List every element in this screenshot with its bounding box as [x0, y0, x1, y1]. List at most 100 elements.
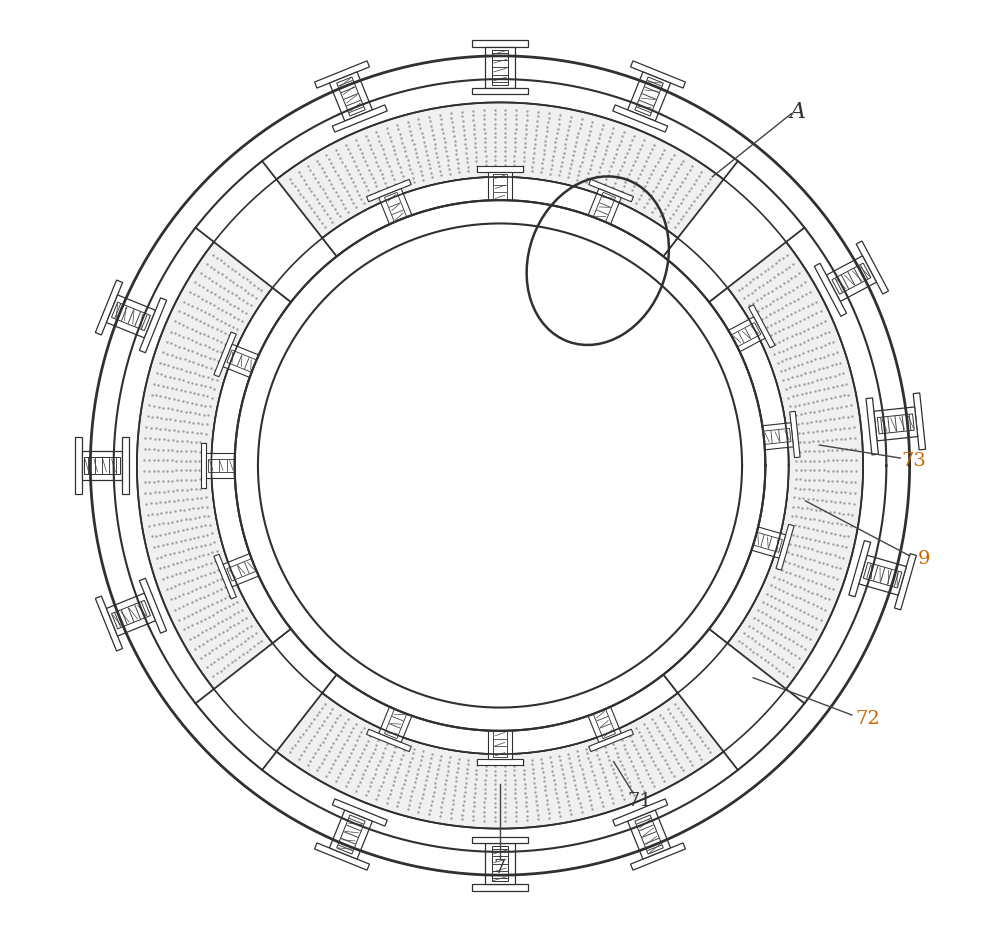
Polygon shape: [315, 61, 369, 88]
Polygon shape: [859, 555, 906, 595]
Polygon shape: [493, 173, 507, 204]
Polygon shape: [112, 600, 150, 628]
Circle shape: [81, 47, 919, 884]
Polygon shape: [332, 799, 387, 826]
Polygon shape: [384, 193, 408, 225]
Polygon shape: [728, 323, 761, 348]
Polygon shape: [381, 693, 426, 715]
Polygon shape: [329, 810, 372, 859]
Polygon shape: [714, 323, 741, 366]
Polygon shape: [227, 350, 260, 373]
Polygon shape: [790, 412, 800, 458]
Polygon shape: [379, 189, 414, 229]
Polygon shape: [631, 843, 685, 870]
Polygon shape: [750, 532, 782, 552]
Polygon shape: [250, 540, 273, 585]
Polygon shape: [589, 180, 633, 202]
Polygon shape: [727, 242, 863, 689]
Polygon shape: [751, 415, 761, 462]
Polygon shape: [106, 295, 156, 338]
Text: 71: 71: [627, 791, 652, 810]
Polygon shape: [749, 304, 775, 348]
Polygon shape: [488, 726, 512, 760]
Polygon shape: [485, 843, 515, 884]
Polygon shape: [863, 562, 902, 588]
Polygon shape: [485, 47, 515, 88]
Polygon shape: [877, 414, 914, 434]
Polygon shape: [214, 554, 236, 599]
Polygon shape: [866, 398, 878, 455]
Polygon shape: [122, 438, 129, 493]
Polygon shape: [472, 884, 528, 890]
Polygon shape: [488, 171, 512, 206]
Polygon shape: [492, 49, 508, 86]
Polygon shape: [84, 457, 120, 474]
Polygon shape: [95, 280, 123, 335]
Polygon shape: [760, 428, 791, 445]
Polygon shape: [709, 288, 789, 643]
Polygon shape: [315, 843, 369, 870]
Polygon shape: [493, 728, 507, 758]
Polygon shape: [322, 177, 678, 256]
Polygon shape: [332, 105, 387, 132]
Polygon shape: [367, 729, 411, 751]
Polygon shape: [276, 102, 724, 238]
Text: 72: 72: [855, 709, 880, 728]
Polygon shape: [75, 438, 82, 493]
Polygon shape: [381, 216, 426, 238]
Polygon shape: [384, 706, 408, 738]
Polygon shape: [139, 298, 167, 353]
Polygon shape: [592, 193, 616, 225]
Polygon shape: [628, 810, 671, 859]
Circle shape: [235, 200, 765, 731]
Polygon shape: [477, 721, 523, 726]
Polygon shape: [240, 442, 245, 489]
Polygon shape: [379, 702, 414, 742]
Polygon shape: [492, 845, 508, 881]
Polygon shape: [477, 166, 523, 171]
Polygon shape: [894, 554, 916, 610]
Polygon shape: [826, 256, 876, 302]
Polygon shape: [776, 524, 794, 570]
Polygon shape: [631, 61, 685, 88]
Polygon shape: [472, 836, 528, 843]
Polygon shape: [613, 799, 668, 826]
Polygon shape: [628, 72, 671, 121]
Polygon shape: [211, 288, 291, 643]
Polygon shape: [206, 453, 240, 478]
Polygon shape: [276, 693, 724, 829]
Polygon shape: [95, 596, 123, 651]
Polygon shape: [874, 407, 918, 441]
Polygon shape: [724, 317, 765, 354]
Text: A: A: [790, 101, 806, 123]
Polygon shape: [223, 344, 263, 379]
Polygon shape: [586, 189, 621, 229]
Polygon shape: [137, 242, 273, 689]
Polygon shape: [589, 729, 633, 751]
Polygon shape: [586, 702, 621, 742]
Polygon shape: [738, 514, 756, 560]
Polygon shape: [814, 263, 847, 317]
Polygon shape: [329, 72, 372, 121]
Polygon shape: [849, 541, 871, 597]
Polygon shape: [139, 578, 167, 633]
Polygon shape: [747, 526, 786, 558]
Polygon shape: [574, 693, 619, 715]
Polygon shape: [322, 675, 678, 754]
Polygon shape: [337, 77, 365, 116]
Polygon shape: [367, 180, 411, 202]
Polygon shape: [337, 815, 365, 854]
Polygon shape: [223, 552, 263, 587]
Polygon shape: [112, 303, 150, 331]
Text: 7: 7: [494, 858, 506, 877]
Polygon shape: [913, 393, 926, 450]
Polygon shape: [208, 459, 238, 472]
Text: 73: 73: [902, 452, 927, 470]
Polygon shape: [201, 442, 206, 489]
Polygon shape: [574, 216, 619, 238]
Polygon shape: [227, 558, 260, 581]
Polygon shape: [106, 593, 156, 636]
Polygon shape: [592, 706, 616, 738]
Polygon shape: [90, 56, 910, 875]
Polygon shape: [635, 77, 663, 116]
